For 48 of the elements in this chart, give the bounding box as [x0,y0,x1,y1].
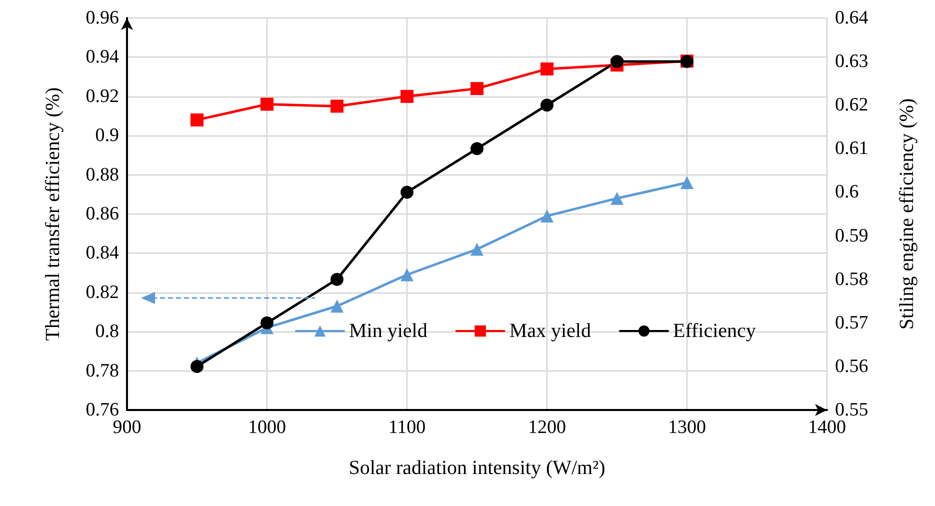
x-tick-label: 1300 [668,417,706,438]
legend-label: Min yield [349,320,428,342]
point [400,268,414,282]
y-tick-label: 0.78 [86,360,119,382]
y-tick-label: 0.8 [95,321,119,342]
point [540,209,554,222]
point [260,316,274,330]
point [260,98,274,111]
point [400,90,414,103]
x-axis-title: Solar radiation intensity (W/m²) [348,457,606,479]
point [610,192,624,205]
point [470,82,484,96]
y2-tick-label: 0.63 [835,51,868,72]
y2-tick-label: 0.61 [835,138,868,160]
y-tick-label: 0.96 [86,8,119,28]
point [190,113,204,126]
point [330,100,344,113]
x-tick-label: 1200 [528,417,566,438]
point [680,176,694,190]
point [540,62,554,76]
legend-label: Efficiency [672,320,756,342]
x-tick-label: 1100 [388,417,426,438]
y-tick-label: 0.92 [86,86,119,107]
y-tick-label: 0.88 [86,164,119,186]
y-axis-title: Thermal transfer efficiency (%) [42,87,64,341]
point [400,186,414,199]
y2-tick-label: 0.58 [835,268,868,290]
y-tick-label: 0.84 [86,242,120,264]
y-tick-label: 0.9 [95,125,119,146]
x-tick-label: 1000 [248,417,286,438]
y2-tick-label: 0.64 [835,8,869,28]
point [330,272,344,286]
y2-tick-label: 0.6 [835,182,859,203]
point [330,300,344,313]
legend-label: Max yield [509,320,591,342]
y2-tick-label: 0.56 [835,356,868,377]
point [540,98,554,112]
y-tick-label: 0.82 [86,282,119,303]
y2-axis-title: Stiling engine efficiency (%) [896,98,918,330]
y2-tick-label: 0.59 [835,225,868,246]
y-tick-label: 0.94 [86,46,120,68]
point [190,360,204,373]
y-tick-label: 0.86 [86,204,119,224]
y2-tick-label: 0.62 [835,94,868,116]
point [470,142,484,156]
point [610,55,624,68]
y2-tick-label: 0.57 [835,312,868,334]
point [470,242,484,256]
